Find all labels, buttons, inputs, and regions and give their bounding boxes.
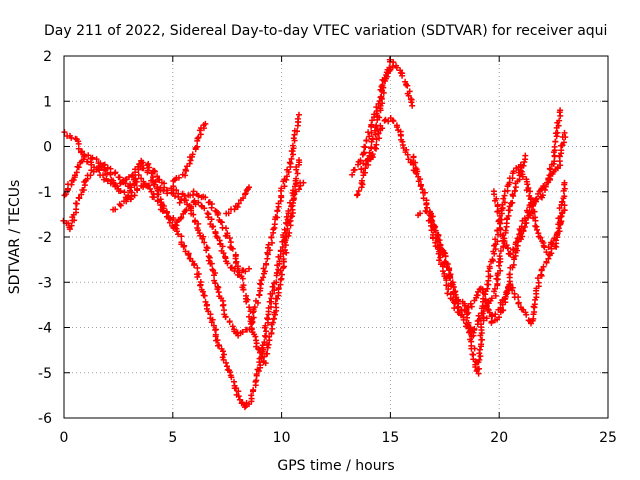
x-tick-label: 0 — [60, 430, 69, 446]
x-tick-label: 10 — [273, 430, 291, 446]
data-points — [223, 184, 252, 217]
y-tick-label: -2 — [38, 230, 52, 246]
y-tick-label: -5 — [38, 366, 52, 382]
data-points — [410, 152, 529, 377]
data-points — [415, 107, 564, 326]
x-axis-title: GPS time / hours — [277, 458, 394, 474]
ticks-layer — [63, 55, 609, 419]
data-points — [490, 129, 569, 258]
x-tick-label: 15 — [381, 430, 399, 446]
y-tick-label: 1 — [43, 94, 52, 110]
data-points — [349, 66, 394, 178]
data-points — [110, 157, 307, 367]
series-track-1 — [61, 129, 252, 278]
marks-layer — [60, 56, 569, 411]
x-tick-label: 20 — [490, 430, 508, 446]
series-track-2 — [60, 157, 303, 411]
data-points — [61, 111, 302, 339]
y-tick-labels: -6 -5 -4 -3 -2 -1 0 1 2 — [38, 49, 52, 427]
series-track-10 — [410, 152, 529, 377]
series-track-13 — [483, 202, 568, 327]
data-points — [170, 120, 209, 184]
series-track-5 — [110, 157, 307, 367]
y-tick-label: -3 — [38, 275, 52, 291]
chart-title: Day 211 of 2022, Sidereal Day-to-day VTE… — [44, 23, 607, 39]
series-track-6 — [223, 184, 252, 217]
y-tick-label: -6 — [38, 411, 52, 427]
data-points — [483, 202, 568, 327]
x-tick-labels: 0 5 10 15 20 25 — [60, 430, 617, 446]
y-tick-label: -4 — [38, 321, 52, 337]
data-points — [60, 157, 303, 411]
y-tick-label: -1 — [38, 185, 52, 201]
series-track-14 — [490, 129, 569, 258]
x-tick-label: 25 — [599, 430, 617, 446]
series-track-3 — [61, 111, 302, 339]
x-tick-label: 5 — [168, 430, 177, 446]
grid-layer — [64, 56, 608, 418]
y-tick-label: 2 — [43, 49, 52, 65]
series-track-11 — [415, 107, 564, 326]
series-track-4 — [170, 120, 209, 184]
series-track-8 — [349, 66, 394, 178]
y-tick-label: 0 — [43, 140, 52, 156]
data-points — [61, 129, 252, 278]
y-axis-title: SDTVAR / TECUs — [7, 180, 23, 295]
